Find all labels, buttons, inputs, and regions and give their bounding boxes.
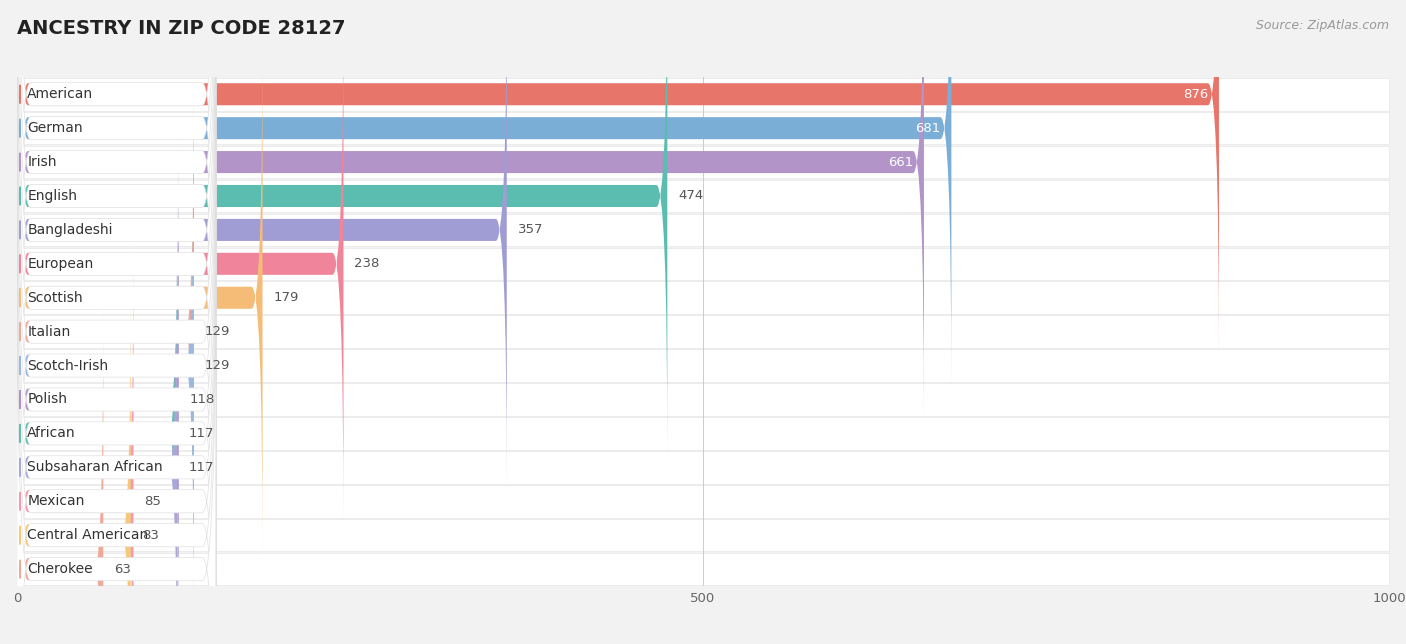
- FancyBboxPatch shape: [17, 174, 217, 644]
- FancyBboxPatch shape: [17, 0, 217, 524]
- Text: European: European: [27, 257, 93, 271]
- FancyBboxPatch shape: [17, 0, 217, 591]
- FancyBboxPatch shape: [17, 247, 1389, 280]
- Text: 63: 63: [114, 563, 131, 576]
- FancyBboxPatch shape: [17, 0, 217, 489]
- FancyBboxPatch shape: [17, 308, 103, 644]
- FancyBboxPatch shape: [17, 281, 1389, 314]
- FancyBboxPatch shape: [17, 72, 217, 644]
- FancyBboxPatch shape: [17, 553, 1389, 585]
- FancyBboxPatch shape: [17, 3, 343, 524]
- FancyBboxPatch shape: [17, 0, 924, 422]
- Text: 474: 474: [678, 189, 703, 202]
- FancyBboxPatch shape: [17, 38, 217, 644]
- FancyBboxPatch shape: [17, 451, 1389, 484]
- Text: ANCESTRY IN ZIP CODE 28127: ANCESTRY IN ZIP CODE 28127: [17, 19, 346, 39]
- FancyBboxPatch shape: [17, 173, 177, 644]
- FancyBboxPatch shape: [17, 37, 263, 558]
- FancyBboxPatch shape: [17, 519, 1389, 551]
- Text: 681: 681: [915, 122, 941, 135]
- Text: German: German: [27, 121, 83, 135]
- Text: Subsaharan African: Subsaharan African: [27, 460, 163, 475]
- Text: Central American: Central American: [27, 528, 149, 542]
- FancyBboxPatch shape: [17, 0, 668, 457]
- FancyBboxPatch shape: [17, 383, 1389, 416]
- FancyBboxPatch shape: [17, 140, 217, 644]
- Text: Mexican: Mexican: [27, 494, 84, 508]
- FancyBboxPatch shape: [17, 316, 1389, 348]
- FancyBboxPatch shape: [17, 485, 1389, 518]
- FancyBboxPatch shape: [17, 0, 1219, 355]
- Text: Cherokee: Cherokee: [27, 562, 93, 576]
- Text: 129: 129: [205, 359, 231, 372]
- FancyBboxPatch shape: [17, 0, 217, 422]
- Text: Polish: Polish: [27, 392, 67, 406]
- FancyBboxPatch shape: [17, 417, 1389, 450]
- Text: 118: 118: [190, 393, 215, 406]
- Text: Scotch-Irish: Scotch-Irish: [27, 359, 108, 373]
- FancyBboxPatch shape: [17, 4, 217, 644]
- FancyBboxPatch shape: [17, 71, 194, 592]
- Text: 117: 117: [188, 461, 214, 474]
- FancyBboxPatch shape: [17, 106, 217, 644]
- FancyBboxPatch shape: [17, 275, 131, 644]
- Text: American: American: [27, 87, 93, 101]
- FancyBboxPatch shape: [17, 0, 217, 456]
- Text: Irish: Irish: [27, 155, 56, 169]
- FancyBboxPatch shape: [17, 242, 217, 644]
- FancyBboxPatch shape: [17, 180, 1389, 213]
- FancyBboxPatch shape: [17, 207, 177, 644]
- FancyBboxPatch shape: [17, 214, 1389, 246]
- Text: English: English: [27, 189, 77, 203]
- FancyBboxPatch shape: [17, 78, 1389, 111]
- FancyBboxPatch shape: [17, 139, 179, 644]
- FancyBboxPatch shape: [17, 349, 1389, 382]
- FancyBboxPatch shape: [17, 0, 217, 558]
- Text: Source: ZipAtlas.com: Source: ZipAtlas.com: [1256, 19, 1389, 32]
- Text: 83: 83: [142, 529, 159, 542]
- Text: 357: 357: [517, 223, 543, 236]
- Text: 129: 129: [205, 325, 231, 338]
- FancyBboxPatch shape: [17, 146, 1389, 178]
- FancyBboxPatch shape: [17, 207, 217, 644]
- FancyBboxPatch shape: [17, 0, 952, 388]
- Text: Italian: Italian: [27, 325, 70, 339]
- FancyBboxPatch shape: [17, 105, 194, 626]
- FancyBboxPatch shape: [17, 0, 506, 490]
- Text: 117: 117: [188, 427, 214, 440]
- Text: 85: 85: [145, 495, 162, 507]
- Text: African: African: [27, 426, 76, 440]
- FancyBboxPatch shape: [17, 112, 1389, 144]
- Text: Scottish: Scottish: [27, 290, 83, 305]
- Text: 876: 876: [1182, 88, 1208, 100]
- Text: 179: 179: [274, 291, 299, 304]
- Text: 238: 238: [354, 258, 380, 270]
- FancyBboxPatch shape: [17, 0, 217, 625]
- FancyBboxPatch shape: [17, 241, 134, 644]
- Text: Bangladeshi: Bangladeshi: [27, 223, 112, 237]
- Text: 661: 661: [887, 156, 912, 169]
